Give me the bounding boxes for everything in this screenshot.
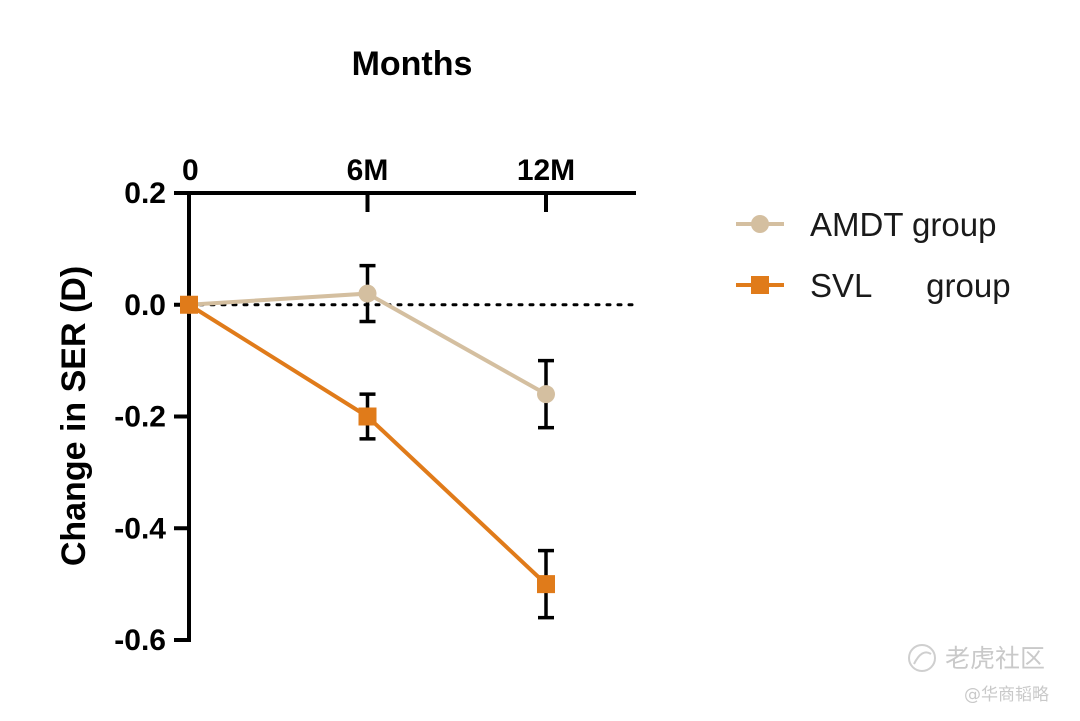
legend-label: AMDT group	[810, 206, 996, 243]
watermark-source-text: @华商韬略	[964, 685, 1049, 705]
plot-area: Months Change in SER (D) 0 6M 12M 0.2 0.0 -0.2 -…	[55, 45, 638, 657]
y-axis-title: Change in SER (D)	[55, 266, 93, 566]
legend-entry: AMDT group	[736, 206, 996, 243]
y-tick-label: -0.6	[114, 624, 166, 657]
y-tick-label: 0.2	[124, 177, 166, 210]
x-tick-label: 12M	[517, 154, 575, 187]
series-2	[180, 295, 555, 620]
y-tick-label: 0.0	[124, 289, 166, 322]
y-tick-label: -0.2	[114, 401, 166, 434]
y-tick-label: -0.4	[114, 512, 166, 545]
data-point	[358, 284, 377, 303]
series-line	[187, 303, 548, 586]
watermark-brand-text: 老虎社区	[945, 644, 1045, 673]
legend: AMDT group SVL group	[736, 206, 1011, 304]
data-point	[358, 407, 377, 426]
legend-marker	[751, 276, 769, 294]
data-point	[537, 575, 555, 594]
legend-marker	[751, 215, 769, 233]
watermark-logo-icon	[908, 644, 936, 672]
x-tick-label: 6M	[347, 154, 389, 187]
x-axis-title: Months	[352, 45, 473, 83]
data-point	[537, 385, 555, 404]
legend-entry: SVL group	[736, 267, 1011, 304]
x-tick-label: 0	[182, 154, 199, 187]
watermark: 老虎社区 @华商韬略	[908, 644, 1049, 705]
data-point	[180, 295, 198, 314]
legend-label: SVL group	[810, 267, 1011, 304]
